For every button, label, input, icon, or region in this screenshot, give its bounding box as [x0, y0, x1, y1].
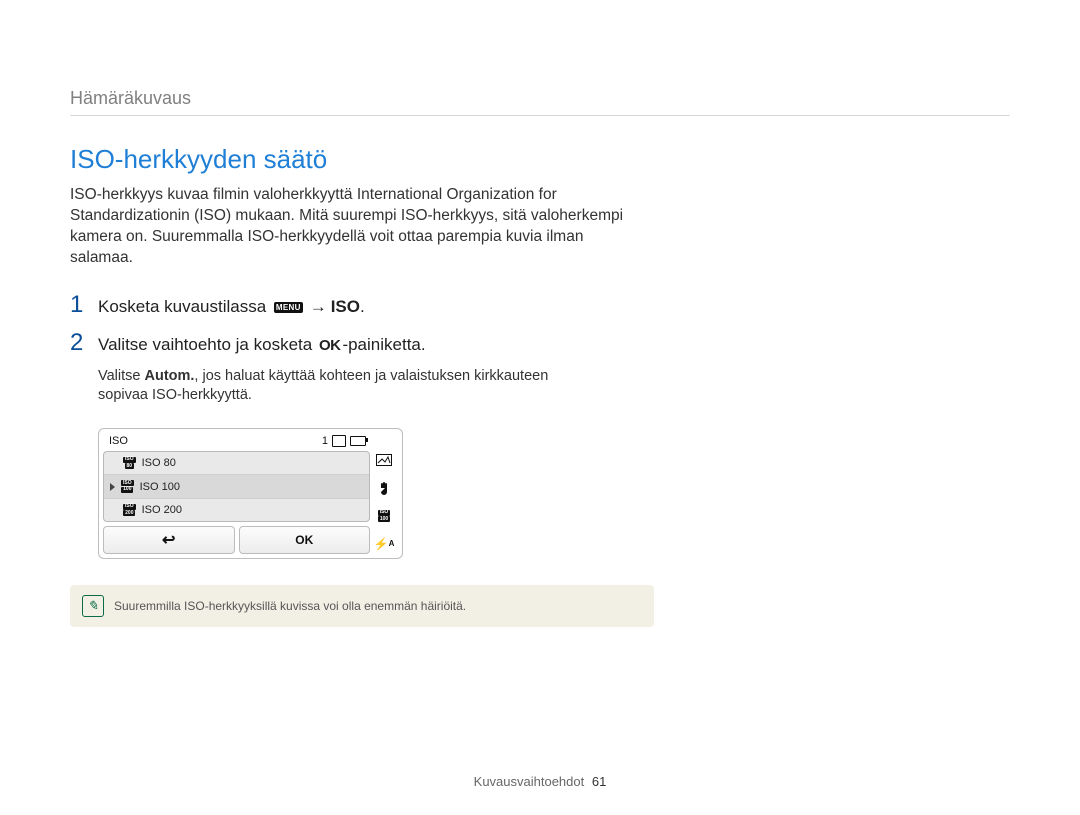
camera-screen-title: ISO — [109, 435, 128, 447]
footer-section-label: Kuvausvaihtoehdot — [474, 774, 585, 789]
iso-option-200[interactable]: ISO 200 ISO 200 — [104, 499, 369, 522]
iso-option-100[interactable]: ISO 100 ISO 100 — [104, 475, 369, 499]
subnote-bold: Autom. — [144, 368, 194, 384]
sd-card-icon — [332, 435, 346, 447]
subnote-pre: Valitse — [98, 368, 144, 384]
camera-side-icons: ISO 100 ⚡A — [370, 433, 398, 555]
iso-option-80[interactable]: ISO 80 ISO 80 — [104, 452, 369, 476]
iso-option-list: ISO 80 ISO 80 ISO 100 ISO 100 — [103, 451, 370, 523]
iso-chip-icon: ISO 200 — [123, 504, 136, 517]
iso-option-label: ISO 80 — [142, 457, 176, 469]
iso-chip-icon: ISO 100 — [121, 480, 134, 493]
step-2-suffix: -painiketta. — [342, 335, 425, 354]
step-1-suffix: . — [360, 297, 365, 316]
page-heading: ISO-herkkyyden säätö — [70, 144, 1010, 175]
note-box: ✎ Suuremmilla ISO-herkkyyksillä kuvissa … — [70, 585, 654, 627]
breadcrumb: Hämäräkuvaus — [70, 88, 1010, 116]
step-2-prefix: Valitse vaihtoehto ja kosketa — [98, 335, 317, 354]
page-footer: Kuvausvaihtoehdot 61 — [0, 774, 1080, 789]
flash-auto-icon: ⚡A — [376, 537, 392, 551]
intro-paragraph: ISO-herkkyys kuvaa filmin valoherkkyyttä… — [70, 185, 630, 269]
iso-option-label: ISO 200 — [142, 504, 182, 516]
note-icon: ✎ — [82, 595, 104, 617]
ok-button[interactable]: OK — [239, 526, 371, 554]
step-1-prefix: Kosketa kuvaustilassa — [98, 297, 271, 316]
camera-screen: ISO 1 ISO 80 ISO 80 — [98, 428, 403, 560]
battery-icon — [350, 436, 366, 446]
step-2-subnote: Valitse Autom., jos haluat käyttää kohte… — [98, 367, 598, 406]
iso-label: ISO — [331, 297, 360, 316]
hand-icon — [376, 481, 392, 495]
landscape-icon — [376, 453, 392, 467]
steps-list: 1 Kosketa kuvaustilassa MENU →ISO. 2 Vali… — [70, 291, 1010, 357]
note-text: Suuremmilla ISO-herkkyyksillä kuvissa vo… — [114, 599, 466, 613]
ok-glyph-icon: OK — [319, 337, 341, 354]
arrow-icon: → — [310, 297, 327, 316]
iso-side-icon: ISO 100 — [376, 509, 392, 523]
page-number: 61 — [592, 774, 606, 789]
step-2-text: Valitse vaihtoehto ja kosketa OK-painike… — [98, 335, 426, 355]
shot-count: 1 — [322, 435, 328, 447]
selection-indicator-icon — [110, 483, 115, 491]
iso-option-label: ISO 100 — [140, 481, 180, 493]
camera-screen-main: ISO 1 ISO 80 ISO 80 — [103, 433, 370, 555]
step-number: 1 — [70, 291, 98, 319]
camera-button-row: ↩ OK — [103, 526, 370, 554]
back-arrow-icon: ↩ — [162, 530, 175, 550]
manual-page: Hämäräkuvaus ISO-herkkyyden säätö ISO-he… — [0, 0, 1080, 815]
ok-button-label: OK — [295, 533, 313, 547]
step-1-text: Kosketa kuvaustilassa MENU →ISO. — [98, 297, 365, 317]
step-2: 2 Valitse vaihtoehto ja kosketa OK-paini… — [70, 329, 1010, 357]
back-button[interactable]: ↩ — [103, 526, 235, 554]
iso-chip-icon: ISO 80 — [123, 457, 136, 470]
step-number: 2 — [70, 329, 98, 357]
camera-title-row: ISO 1 — [103, 433, 370, 451]
step-1: 1 Kosketa kuvaustilassa MENU →ISO. — [70, 291, 1010, 319]
menu-chip-icon: MENU — [274, 302, 303, 313]
